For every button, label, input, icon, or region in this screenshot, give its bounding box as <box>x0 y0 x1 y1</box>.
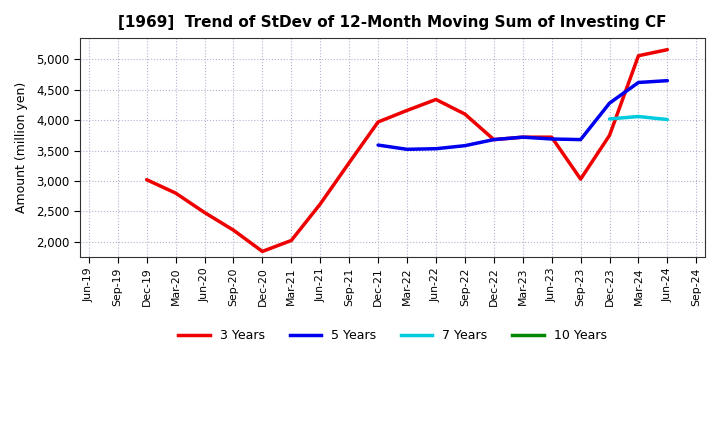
3 Years <box>576 176 585 182</box>
Line: 5 Years: 5 Years <box>378 81 667 149</box>
7 Years <box>606 116 614 121</box>
5 Years <box>634 80 643 85</box>
3 Years <box>431 97 440 102</box>
3 Years <box>461 111 469 117</box>
5 Years <box>402 147 411 152</box>
3 Years <box>547 135 556 140</box>
7 Years <box>663 117 672 122</box>
3 Years <box>258 249 266 254</box>
5 Years <box>518 135 527 140</box>
3 Years <box>143 177 151 182</box>
5 Years <box>606 100 614 106</box>
7 Years <box>634 114 643 119</box>
5 Years <box>374 143 382 148</box>
5 Years <box>490 137 498 142</box>
3 Years <box>490 137 498 142</box>
Line: 7 Years: 7 Years <box>610 117 667 120</box>
3 Years <box>345 160 354 165</box>
3 Years <box>634 53 643 59</box>
5 Years <box>461 143 469 148</box>
Line: 3 Years: 3 Years <box>147 50 667 251</box>
Legend: 3 Years, 5 Years, 7 Years, 10 Years: 3 Years, 5 Years, 7 Years, 10 Years <box>174 324 612 348</box>
3 Years <box>663 47 672 52</box>
3 Years <box>171 191 180 196</box>
3 Years <box>200 210 209 215</box>
3 Years <box>402 108 411 113</box>
3 Years <box>606 133 614 138</box>
5 Years <box>663 78 672 83</box>
3 Years <box>374 119 382 125</box>
5 Years <box>576 137 585 142</box>
5 Years <box>547 136 556 142</box>
3 Years <box>316 202 325 207</box>
3 Years <box>287 238 296 243</box>
Y-axis label: Amount (million yen): Amount (million yen) <box>15 82 28 213</box>
5 Years <box>431 146 440 151</box>
3 Years <box>518 135 527 140</box>
3 Years <box>229 227 238 233</box>
Title: [1969]  Trend of StDev of 12-Month Moving Sum of Investing CF: [1969] Trend of StDev of 12-Month Moving… <box>118 15 667 30</box>
